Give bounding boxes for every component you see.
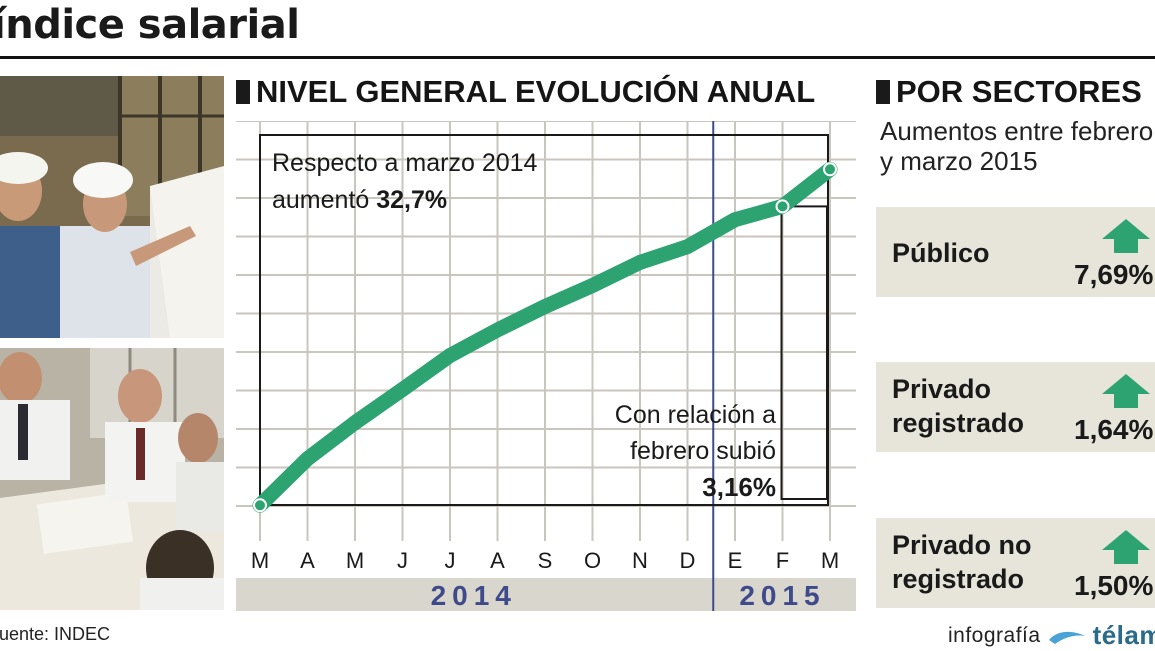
sector-card-publico: Público 7,69% [876,207,1155,297]
x-tick-label: A [490,548,505,573]
series-line [252,161,838,513]
x-tick-label: E [728,548,743,573]
sector-value: 1,64% [1074,414,1154,445]
line-chart-title: NIVEL GENERAL EVOLUCIÓN ANUAL [256,74,816,109]
x-tick-label: M [346,548,364,573]
sector-name-line1: Privado no [892,530,1032,560]
source-note: Fuente: INDEC [0,624,111,644]
heading-square-marker [876,80,890,104]
up-arrow-icon [1102,530,1150,564]
x-tick-label: N [632,548,648,573]
annotation-text: febrero subió [630,437,776,465]
line-chart-heading: NIVEL GENERAL EVOLUCIÓN ANUAL [236,74,815,110]
heading-square-marker [236,80,250,104]
annotation-text: Con relación a [615,401,776,429]
photo-office-meeting [0,348,224,610]
x-tick-label: A [300,548,315,573]
x-tick-label: F [776,548,789,573]
line-chart-svg: Respecto a marzo 2014 aumentó 32,7% Con re… [236,120,879,611]
data-point [775,199,790,214]
credit-label: infografía [948,623,1041,647]
year-label: 2014 [431,580,517,611]
x-tick-label: O [584,548,601,573]
sector-name: Público [892,238,990,268]
x-tick-label: S [538,548,553,573]
x-tick-label: J [445,548,456,573]
up-arrow-icon [1102,219,1150,253]
sectors-subtitle: Aumentos entre febrero y marzo 2015 [880,116,1153,176]
data-point [823,162,837,177]
sector-card-privado-registrado: Privado registrado 1,64% [876,362,1155,452]
photo-construction-workers [0,76,224,338]
annotation-value: 3,16% [702,472,776,502]
sector-name-line2: registrado [892,564,1025,594]
data-point [253,498,267,513]
sectors-subtitle-line2: y marzo 2015 [880,146,1038,176]
sectors-subtitle-line1: Aumentos entre febrero [880,116,1154,146]
sector-value: 1,50% [1074,570,1154,601]
brand-name: télam [1092,620,1155,650]
sector-value: 7,69% [1074,259,1154,290]
title-rule [0,56,1155,59]
x-tick-label: M [821,548,839,573]
line-chart: Respecto a marzo 2014 aumentó 32,7% Con re… [236,120,879,611]
annotation-box-monthly [780,205,828,501]
year-bar [236,578,856,611]
x-tick-label: D [680,548,696,573]
year-label: 2015 [739,580,825,611]
up-arrow-icon [1102,374,1150,408]
x-tick-label: M [251,548,269,573]
sector-card-privado-no-registrado: Privado no registrado 1,50% [876,518,1155,608]
sector-name-line1: Privado [892,374,992,404]
annotation-text: Respecto a marzo 2014 [272,149,538,177]
x-tick-label: J [397,548,408,573]
telam-logo-icon [1048,631,1085,644]
sectors-title: POR SECTORES [896,74,1142,109]
sectors-heading: POR SECTORES [876,74,1142,110]
sector-name-line2: registrado [892,408,1025,438]
annotation-text: aumentó 32,7% [272,186,447,214]
page-title: índice salarial [0,2,300,48]
credit: infografía télam [948,620,1155,651]
